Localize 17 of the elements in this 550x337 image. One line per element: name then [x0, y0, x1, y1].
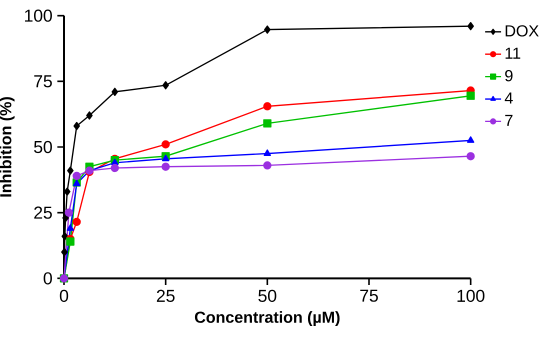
x-tick-label: 25 [156, 290, 175, 302]
legend-label: DOX [506, 25, 539, 37]
x-tick-label: 50 [258, 290, 276, 302]
legend-label: 4 [504, 92, 513, 104]
y-axis-title: Inhibition (%) [0, 97, 15, 197]
y-tick-label: 25 [34, 206, 52, 219]
x-tick-label: 75 [360, 290, 378, 302]
x-axis-title: Concentration (µM) [194, 311, 340, 326]
legend-label: 7 [505, 114, 512, 126]
x-tick-label: 0 [60, 290, 68, 302]
y-tick-label: 0 [44, 272, 52, 284]
y-tick-label: 75 [34, 75, 52, 88]
y-tick-label: 50 [34, 140, 52, 154]
y-tick-label: 100 [25, 10, 52, 22]
legend-label: 9 [505, 70, 513, 82]
x-tick-label: 100 [458, 290, 484, 302]
legend-label: 11 [506, 48, 520, 59]
